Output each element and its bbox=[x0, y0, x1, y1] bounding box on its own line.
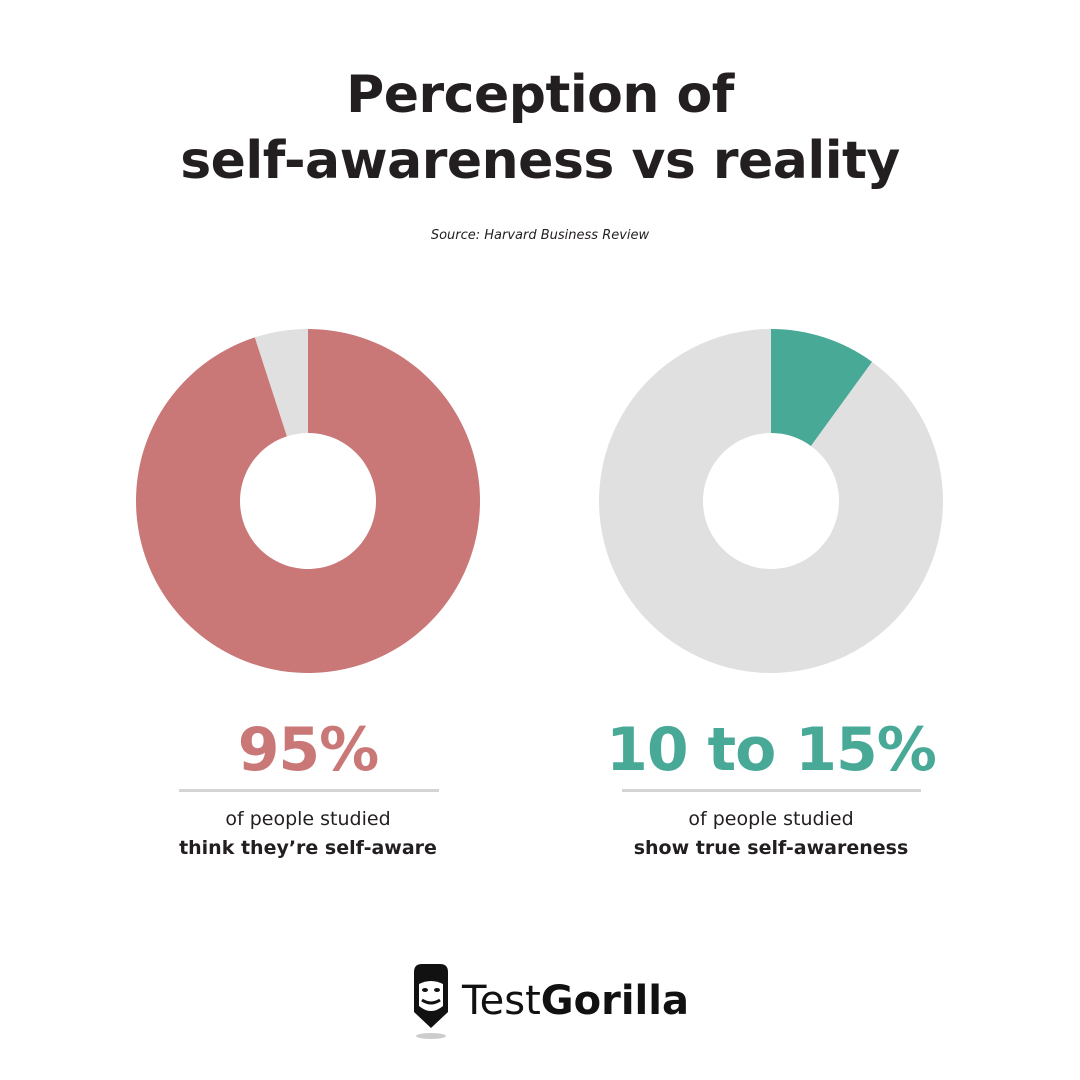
divider-right bbox=[622, 789, 921, 792]
caption-perceived-line2: think they’re self-aware bbox=[179, 837, 437, 859]
donut-slice-highlight bbox=[771, 329, 873, 446]
caption-actual-line2: show true self-awareness bbox=[633, 837, 909, 859]
testgorilla-logo: TestGorilla bbox=[410, 962, 689, 1040]
caption-perceived-line1: of people studied bbox=[225, 808, 391, 830]
page-title: Perception of self-awareness vs reality bbox=[0, 62, 1080, 194]
donut-chart-actual bbox=[599, 329, 943, 673]
donut-slice-highlight bbox=[136, 329, 481, 673]
caption-actual-line1: of people studied bbox=[688, 808, 854, 830]
logo-text-test: Test bbox=[462, 978, 541, 1024]
source-note: Source: Harvard Business Review bbox=[430, 228, 650, 243]
donut-slice-remainder bbox=[254, 329, 308, 437]
headline-perceived: 95% bbox=[237, 715, 380, 785]
title-line-2: self-awareness vs reality bbox=[180, 131, 900, 191]
gorilla-icon bbox=[414, 964, 448, 1039]
logo-text-gorilla: Gorilla bbox=[540, 978, 689, 1024]
divider-left bbox=[179, 789, 439, 792]
title-line-1: Perception of bbox=[346, 65, 734, 125]
headline-actual: 10 to 15% bbox=[606, 715, 937, 785]
donut-chart-perceived bbox=[136, 329, 481, 673]
donut-slice-remainder bbox=[599, 329, 943, 673]
